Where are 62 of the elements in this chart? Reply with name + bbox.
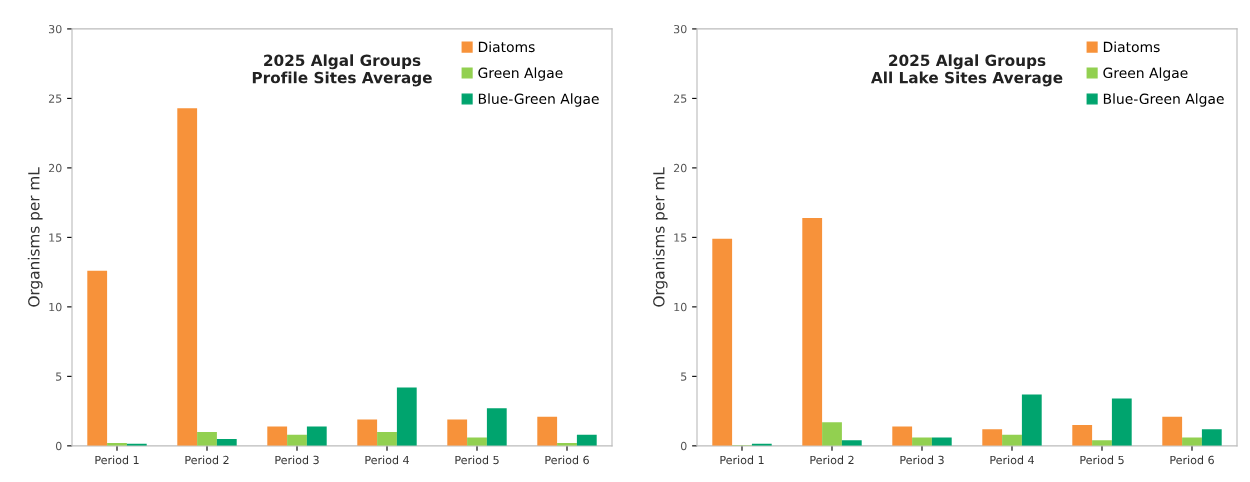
y-tick-label: 0 bbox=[55, 441, 62, 451]
bar bbox=[1092, 440, 1112, 446]
bar bbox=[1072, 425, 1093, 446]
y-tick-label: 25 bbox=[48, 94, 62, 103]
bar bbox=[377, 431, 397, 446]
y-axis-title: Organisms per mL bbox=[652, 167, 668, 307]
x-tick-label: Period 6 bbox=[1170, 455, 1214, 465]
legend-label: Green Algae bbox=[1103, 67, 1188, 81]
y-tick-label: 15 bbox=[674, 233, 687, 242]
bar bbox=[486, 408, 507, 446]
x-tick-label: Period 3 bbox=[275, 455, 319, 465]
x-tick-label: Period 4 bbox=[365, 455, 409, 465]
bar bbox=[1201, 429, 1222, 446]
bar bbox=[1162, 416, 1183, 446]
y-axis-title: Organisms per mL bbox=[27, 167, 43, 307]
y-tick-label: 5 bbox=[681, 372, 687, 381]
bar bbox=[357, 419, 378, 446]
y-tick-label: 20 bbox=[673, 163, 687, 173]
bar bbox=[447, 419, 468, 446]
bar bbox=[306, 426, 327, 446]
bar bbox=[576, 434, 597, 446]
bar bbox=[1021, 394, 1042, 446]
x-tick-label: Period 5 bbox=[455, 455, 499, 465]
y-tick-label: 10 bbox=[49, 302, 62, 312]
legend-label: Blue-Green Algae bbox=[478, 93, 599, 107]
y-tick-label: 25 bbox=[673, 94, 687, 103]
bar bbox=[87, 270, 108, 446]
bar bbox=[712, 238, 733, 446]
x-tick-label: Period 3 bbox=[900, 455, 944, 465]
y-tick-label: 30 bbox=[673, 24, 687, 34]
bar bbox=[822, 422, 842, 446]
bar bbox=[197, 431, 217, 446]
x-tick-label: Period 2 bbox=[185, 455, 229, 465]
y-tick-label: 5 bbox=[56, 372, 62, 381]
bar bbox=[396, 387, 417, 446]
legend-label: Diatoms bbox=[478, 41, 535, 53]
bar bbox=[892, 426, 913, 446]
legend-label: Green Algae bbox=[478, 67, 563, 81]
y-tick-label: 10 bbox=[674, 302, 687, 312]
bar bbox=[1002, 434, 1022, 446]
y-tick-label: 20 bbox=[48, 163, 62, 173]
bar bbox=[841, 440, 862, 446]
y-tick-label: 30 bbox=[48, 24, 62, 34]
legend-label: Blue-Green Algae bbox=[1103, 93, 1224, 107]
y-tick-label: 0 bbox=[680, 441, 687, 451]
x-tick-label: Period 5 bbox=[1080, 455, 1124, 465]
x-tick-label: Period 6 bbox=[545, 455, 589, 465]
text: 2025 Algal Groups Profile Sites Average bbox=[252, 54, 432, 87]
x-tick-label: Period 1 bbox=[720, 455, 764, 465]
bar bbox=[982, 429, 1003, 446]
bar bbox=[537, 416, 558, 446]
bar bbox=[267, 426, 288, 446]
bar bbox=[1111, 398, 1132, 446]
y-tick-label: 15 bbox=[49, 233, 62, 242]
x-tick-label: Period 2 bbox=[810, 455, 854, 465]
bar bbox=[802, 217, 823, 446]
x-tick-label: Period 1 bbox=[95, 455, 139, 465]
bar bbox=[287, 434, 307, 446]
legend-label: Diatoms bbox=[1103, 41, 1160, 53]
bar bbox=[177, 108, 198, 446]
x-tick-label: Period 4 bbox=[990, 455, 1034, 465]
text: 2025 Algal Groups All Lake Sites Average bbox=[871, 54, 1063, 87]
